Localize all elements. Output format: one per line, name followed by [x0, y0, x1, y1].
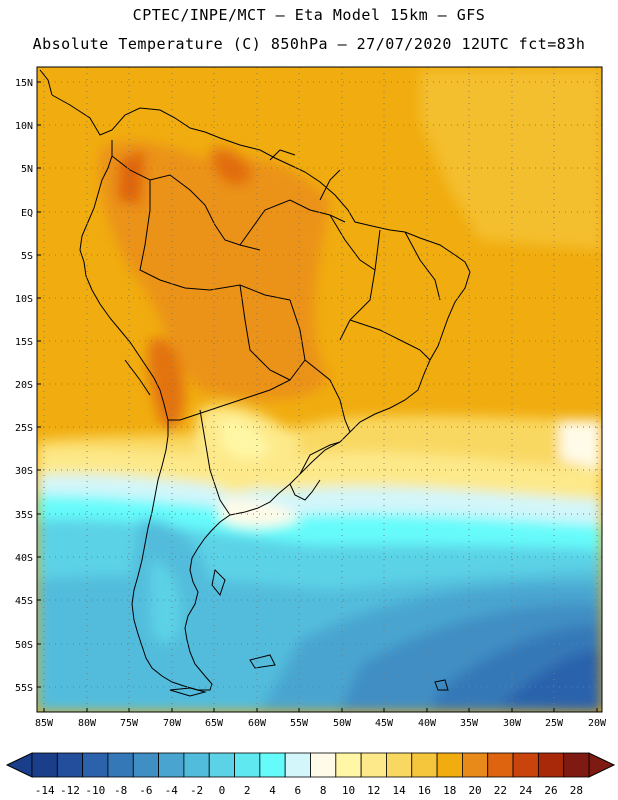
legend-label: -6: [139, 784, 152, 797]
legend-swatch: [563, 752, 590, 778]
lon-label: 40W: [418, 718, 437, 729]
legend-label: 6: [295, 784, 302, 797]
lon-label: 25W: [545, 718, 564, 729]
legend-label: 12: [367, 784, 380, 797]
lon-label: 35W: [460, 718, 479, 729]
legend-swatch: [360, 752, 387, 778]
lat-label: 55S: [15, 683, 33, 694]
legend-label: -14: [35, 784, 55, 797]
legend-label: 10: [342, 784, 355, 797]
longitude-labels: 85W 80W 75W 70W 65W 60W 55W 50W 45W 40W …: [35, 718, 607, 729]
legend-label: 0: [219, 784, 226, 797]
legend-label: 24: [519, 784, 533, 797]
legend-arrow-high: [588, 752, 616, 778]
legend-swatch: [335, 752, 362, 778]
legend-label: 2: [244, 784, 251, 797]
lon-label: 60W: [248, 718, 267, 729]
lon-label: 85W: [35, 718, 54, 729]
legend-swatch: [82, 752, 109, 778]
legend-swatch: [512, 752, 539, 778]
legend-label: 16: [418, 784, 431, 797]
legend-swatch: [386, 752, 413, 778]
legend-swatch: [132, 752, 159, 778]
legend-swatch: [31, 752, 58, 778]
lon-label: 20W: [588, 718, 607, 729]
legend-swatch: [537, 752, 565, 778]
lon-label: 70W: [163, 718, 182, 729]
legend-label: -8: [114, 784, 127, 797]
lat-label: 5N: [21, 164, 33, 175]
legend-swatch: [56, 752, 84, 778]
legend-label: -4: [165, 784, 179, 797]
map-frame: [36, 66, 603, 713]
axis-ticks: [37, 81, 598, 712]
map-title-line2: Absolute Temperature (C) 850hPa – 27/07/…: [32, 35, 586, 53]
legend-label: 20: [468, 784, 481, 797]
lon-label: 80W: [78, 718, 97, 729]
lon-label: 50W: [333, 718, 352, 729]
lon-label: 30W: [503, 718, 522, 729]
legend-arrow-low: [5, 752, 33, 778]
legend-label: 14: [392, 784, 406, 797]
legend-label: -10: [85, 784, 105, 797]
legend-swatch: [436, 752, 463, 778]
map-title-line1: CPTEC/INPE/MCT – Eta Model 15km – GFS: [132, 6, 486, 24]
lat-label: 25S: [15, 423, 33, 434]
legend-label: 26: [544, 784, 557, 797]
graticule: [37, 67, 602, 712]
lat-label: 40S: [15, 553, 33, 564]
legend-label: 4: [269, 784, 276, 797]
legend-swatch: [310, 752, 337, 778]
lat-label: 15S: [15, 337, 33, 348]
legend-swatch: [208, 752, 235, 778]
legend-label: 22: [494, 784, 507, 797]
legend-swatch: [259, 752, 286, 778]
legend-swatch: [411, 752, 438, 778]
lat-label: 35S: [15, 510, 33, 521]
latitude-labels: 15N 10N 5N EQ 5S 10S 15S 20S 25S 30S 35S…: [15, 78, 33, 694]
legend-label: 18: [443, 784, 456, 797]
lon-label: 45W: [375, 718, 394, 729]
lat-label: 30S: [15, 466, 33, 477]
lon-label: 75W: [120, 718, 139, 729]
color-legend: -14 -12 -10 -8 -6 -4 -2 0 2 4 6 8 10 12 14 16 18 20 22 24 26…: [5, 752, 616, 797]
legend-swatch: [462, 752, 489, 778]
coastline: [39, 69, 471, 697]
legend-swatch: [183, 752, 210, 778]
lat-label: 15N: [15, 78, 33, 89]
lon-label: 65W: [205, 718, 224, 729]
legend-swatch: [234, 752, 261, 778]
lat-label: 50S: [15, 640, 33, 651]
legend-label: 8: [320, 784, 327, 797]
legend-label: -2: [190, 784, 203, 797]
lat-label: 20S: [15, 380, 33, 391]
lat-label: EQ: [21, 208, 33, 219]
lat-label: 10N: [15, 121, 33, 132]
legend-label: 28: [570, 784, 583, 797]
legend-swatch: [284, 752, 311, 778]
temperature-field: [37, 67, 602, 712]
lat-label: 45S: [15, 596, 33, 607]
legend-swatch: [107, 752, 134, 778]
legend-swatch: [487, 752, 514, 778]
legend-swatch: [158, 752, 185, 778]
legend-label: -12: [60, 784, 80, 797]
lat-label: 10S: [15, 294, 33, 305]
lat-label: 5S: [21, 251, 33, 262]
lon-label: 55W: [290, 718, 309, 729]
